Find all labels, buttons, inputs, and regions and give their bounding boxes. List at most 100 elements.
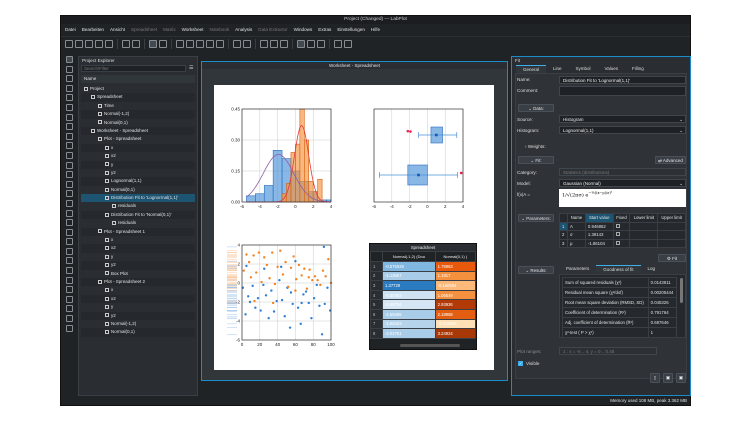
cell-normal-0-1[interactable]: 2.93936 [434, 299, 477, 310]
info-icon[interactable] [65, 324, 73, 332]
scatter-point[interactable] [247, 295, 250, 298]
scatter-point[interactable] [255, 271, 258, 274]
horizontal-scrollbar[interactable] [400, 344, 460, 347]
scatter-point[interactable] [281, 273, 285, 276]
cell-normal-0-1[interactable]: 1.1817 [434, 270, 477, 282]
scatter-point[interactable] [318, 304, 321, 307]
outlier-point[interactable] [459, 171, 463, 175]
cell-normal-1-2[interactable]: -2.02751 [382, 328, 436, 339]
zoom-y-icon[interactable] [65, 94, 73, 102]
tree-item[interactable]: Spreadsheet [81, 93, 195, 102]
cell-normal-1-2[interactable]: -0.575929 [382, 261, 436, 272]
menu-data-extractor[interactable]: Data Extractor [258, 26, 288, 32]
scatter-point[interactable] [257, 251, 261, 254]
print-icon[interactable] [95, 40, 103, 48]
shift-up-icon[interactable] [65, 132, 73, 140]
save-config-icon[interactable]: ▣ [663, 373, 673, 383]
category-select[interactable]: Statistics (distributions) [559, 168, 686, 176]
embedded-spreadsheet[interactable]: Spreadsheet Normal(-1,2) (Dou Normal(0,1)… [369, 243, 477, 350]
magnify-icon[interactable] [344, 40, 352, 48]
param-start-value[interactable]: -1.86104 [584, 238, 614, 248]
parameter-row[interactable]: 2 σ 1.39143 [558, 230, 686, 240]
param-header[interactable]: Fixed [612, 213, 631, 223]
histogram-bar[interactable] [263, 185, 274, 203]
tree-item[interactable]: Normal(0,1) [81, 186, 195, 194]
param-upper-limit[interactable] [657, 230, 686, 240]
tree-item[interactable]: Lognormal(1,1) [81, 177, 195, 186]
scatter-point[interactable] [322, 245, 326, 249]
scatter-point[interactable] [294, 289, 297, 292]
tree-item[interactable]: Plot - Spreadsheet [81, 135, 195, 143]
text-icon[interactable] [65, 257, 73, 265]
fixed-checkbox[interactable] [615, 240, 620, 245]
scatter-point[interactable] [244, 313, 247, 316]
tree-item[interactable]: x [81, 236, 195, 244]
zoom-select-icon[interactable] [65, 75, 73, 83]
param-lower-limit[interactable] [629, 230, 659, 240]
smooth-icon[interactable] [65, 190, 73, 198]
crosshair-icon[interactable] [65, 65, 73, 73]
scatter-point[interactable] [256, 297, 260, 300]
histogram-bar[interactable] [272, 150, 283, 203]
scatter-point[interactable] [312, 297, 316, 300]
menu-bearbeiten[interactable]: Bearbeiten [81, 26, 104, 32]
scatter-point[interactable] [267, 316, 270, 320]
menu-hilfe[interactable]: Hilfe [370, 26, 381, 32]
cell-normal-1-2[interactable]: -1.13557 [382, 270, 436, 282]
scatter-point[interactable] [307, 301, 310, 305]
tab-filling[interactable]: Filling [631, 66, 644, 71]
tree-item[interactable]: residuals [81, 202, 195, 210]
scatter-point[interactable] [263, 256, 266, 259]
scatter-point[interactable] [253, 299, 256, 303]
histogram-bar[interactable] [295, 143, 301, 203]
scatter-point[interactable] [264, 294, 268, 297]
worksheet-page[interactable]: -6 -4 -2 0 2 4 0.00 0.15 0.30 0.45 -6 -4 -2 0 2 4 0 20 40 6… [214, 85, 494, 370]
scatter-point[interactable] [278, 278, 281, 282]
param-upper-limit[interactable] [657, 238, 686, 248]
scatter-point[interactable] [289, 266, 293, 269]
menu-extras[interactable]: Extras [318, 26, 332, 32]
fit-button[interactable]: ⚙ Fit [658, 254, 686, 262]
undo-icon[interactable] [122, 40, 130, 48]
redo-icon[interactable] [132, 40, 140, 48]
differentiate-icon[interactable] [65, 209, 73, 217]
param-lower-limit[interactable] [629, 238, 659, 248]
marker-icon[interactable] [65, 295, 73, 303]
comment-input[interactable] [559, 86, 686, 96]
export-icon[interactable] [105, 40, 113, 48]
menu-einstellungen[interactable]: Einstellungen [337, 26, 365, 32]
scatter-point[interactable] [297, 263, 301, 267]
scatter-point[interactable] [300, 274, 303, 277]
cell-normal-0-1[interactable]: -0.190594 [434, 280, 477, 291]
tree-item[interactable]: y2 [81, 169, 195, 177]
cell-normal-0-1[interactable]: 1.06549 [434, 289, 477, 301]
scatter-point[interactable] [279, 265, 283, 269]
data-section-button[interactable]: ⌄ Data: [518, 104, 554, 112]
histogram-bar[interactable] [290, 152, 296, 203]
results-scrollbar[interactable] [680, 278, 683, 303]
scatter-point[interactable] [319, 283, 322, 287]
menu-analysis[interactable]: Analysis [235, 26, 253, 32]
zoom-x-icon[interactable] [65, 84, 73, 92]
pan-icon[interactable] [65, 103, 73, 111]
column-header[interactable]: Normal(-1,2) (Dou [382, 251, 436, 262]
cell-normal-1-2[interactable]: -0.30453 [382, 289, 436, 301]
tree-item[interactable]: x [81, 286, 195, 294]
fit-curve[interactable] [246, 154, 332, 203]
scatter-point[interactable] [283, 315, 286, 318]
scatter-point[interactable] [280, 298, 284, 302]
grid-icon[interactable] [270, 40, 278, 48]
fit-icon[interactable] [65, 180, 73, 188]
tree-item[interactable]: y2 [81, 261, 195, 270]
plot-ranges-select[interactable]: 1 : x = -6 .. 4, y = 0 .. 0.45 [559, 347, 657, 355]
select-icon[interactable] [149, 40, 157, 48]
scatter-point[interactable] [252, 254, 255, 257]
menu-datei[interactable]: Datei [65, 26, 76, 32]
cell-normal-1-2[interactable]: 1.37729 [382, 280, 436, 291]
param-fixed[interactable] [612, 238, 631, 248]
menu-worksheet[interactable]: Worksheet [181, 26, 204, 32]
scatter-point[interactable] [307, 276, 310, 279]
scatter-point[interactable] [254, 306, 257, 309]
scatter-point[interactable] [310, 316, 313, 320]
histogram-icon[interactable] [65, 161, 73, 169]
